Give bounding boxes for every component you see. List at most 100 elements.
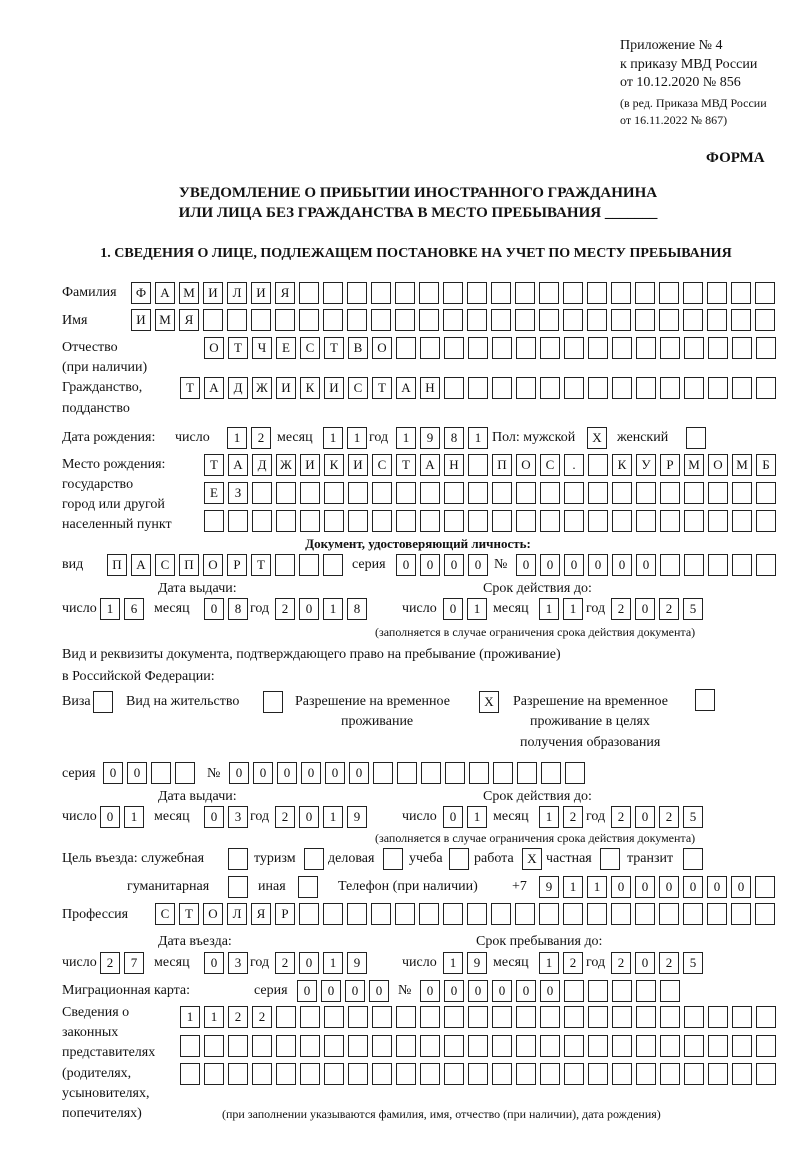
form-cell[interactable] (324, 510, 344, 532)
form-cell[interactable] (708, 1063, 728, 1085)
form-cell[interactable] (383, 848, 403, 870)
form-cell[interactable]: 0 (420, 554, 440, 576)
form-cell[interactable] (371, 903, 391, 925)
form-cell[interactable] (636, 482, 656, 504)
form-cell[interactable]: М (732, 454, 752, 476)
form-cell[interactable] (755, 282, 775, 304)
form-cell[interactable] (517, 762, 537, 784)
form-cell[interactable] (612, 980, 632, 1002)
form-cell[interactable]: 1 (468, 427, 488, 449)
form-cell[interactable]: 0 (345, 980, 365, 1002)
form-cell[interactable] (540, 337, 560, 359)
form-cell[interactable]: 0 (253, 762, 273, 784)
form-cell[interactable] (444, 377, 464, 399)
form-cell[interactable]: 9 (347, 806, 367, 828)
form-cell[interactable] (324, 482, 344, 504)
form-cell[interactable] (468, 377, 488, 399)
form-cell[interactable]: 1 (323, 952, 343, 974)
form-cell[interactable]: Е (204, 482, 224, 504)
form-cell[interactable] (420, 1063, 440, 1085)
form-cell[interactable] (756, 554, 776, 576)
form-cell[interactable] (420, 510, 440, 532)
form-cell[interactable] (564, 377, 584, 399)
residence-checkbox[interactable] (263, 691, 287, 713)
form-cell[interactable]: Л (227, 903, 247, 925)
form-cell[interactable] (516, 1035, 536, 1057)
form-cell[interactable]: 2 (563, 952, 583, 974)
form-cell[interactable] (636, 1063, 656, 1085)
form-cell[interactable] (491, 903, 511, 925)
form-cell[interactable] (683, 282, 703, 304)
form-cell[interactable] (755, 903, 775, 925)
form-cell[interactable]: П (179, 554, 199, 576)
form-cell[interactable] (492, 482, 512, 504)
form-cell[interactable] (756, 377, 776, 399)
form-cell[interactable]: Т (372, 377, 392, 399)
form-cell[interactable] (564, 337, 584, 359)
form-cell[interactable]: Я (179, 309, 199, 331)
form-cell[interactable]: 2 (611, 952, 631, 974)
form-cell[interactable] (372, 1006, 392, 1028)
form-cell[interactable] (420, 482, 440, 504)
form-cell[interactable] (420, 1035, 440, 1057)
form-cell[interactable] (660, 554, 680, 576)
form-cell[interactable]: Ф (131, 282, 151, 304)
form-cell[interactable]: М (155, 309, 175, 331)
form-cell[interactable] (660, 377, 680, 399)
form-cell[interactable] (300, 482, 320, 504)
form-cell[interactable] (396, 1006, 416, 1028)
form-cell[interactable] (419, 309, 439, 331)
form-cell[interactable]: 1 (539, 806, 559, 828)
form-cell[interactable]: 2 (275, 598, 295, 620)
form-cell[interactable] (300, 1063, 320, 1085)
form-cell[interactable]: 0 (635, 952, 655, 974)
form-cell[interactable]: 0 (540, 980, 560, 1002)
form-cell[interactable] (587, 309, 607, 331)
form-cell[interactable] (373, 762, 393, 784)
form-cell[interactable] (732, 337, 752, 359)
purpose-transit-checkbox[interactable] (683, 848, 707, 870)
form-cell[interactable] (732, 1063, 752, 1085)
form-cell[interactable]: К (612, 454, 632, 476)
form-cell[interactable]: М (179, 282, 199, 304)
form-cell[interactable] (420, 1006, 440, 1028)
form-cell[interactable]: 0 (325, 762, 345, 784)
form-cell[interactable] (588, 1006, 608, 1028)
form-cell[interactable]: 2 (100, 952, 120, 974)
form-cell[interactable]: 5 (683, 806, 703, 828)
form-cell[interactable] (175, 762, 195, 784)
form-cell[interactable]: 8 (347, 598, 367, 620)
form-cell[interactable] (564, 1035, 584, 1057)
form-cell[interactable] (731, 309, 751, 331)
form-cell[interactable] (708, 1006, 728, 1028)
form-cell[interactable]: Я (251, 903, 271, 925)
form-cell[interactable] (151, 762, 171, 784)
form-cell[interactable] (468, 482, 488, 504)
form-cell[interactable]: С (348, 377, 368, 399)
form-cell[interactable] (636, 980, 656, 1002)
form-cell[interactable]: И (300, 454, 320, 476)
form-cell[interactable] (443, 282, 463, 304)
form-cell[interactable] (348, 1006, 368, 1028)
form-cell[interactable]: 1 (467, 806, 487, 828)
form-cell[interactable] (93, 691, 113, 713)
form-cell[interactable]: 0 (540, 554, 560, 576)
form-cell[interactable] (395, 309, 415, 331)
form-cell[interactable]: И (324, 377, 344, 399)
form-cell[interactable] (707, 309, 727, 331)
form-cell[interactable]: 3 (228, 952, 248, 974)
form-cell[interactable] (276, 1006, 296, 1028)
form-cell[interactable] (468, 510, 488, 532)
form-cell[interactable] (299, 282, 319, 304)
form-cell[interactable] (732, 377, 752, 399)
form-cell[interactable]: 8 (228, 598, 248, 620)
